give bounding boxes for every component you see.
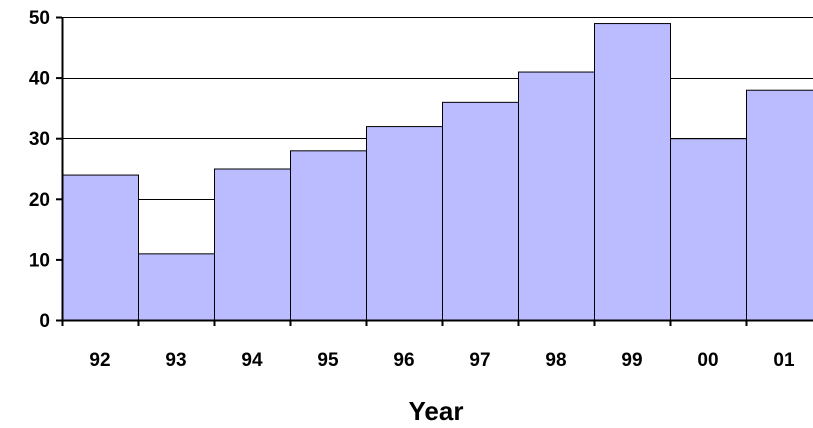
bar-01 xyxy=(746,89,813,321)
bar-92 xyxy=(62,174,139,321)
y-tick-label-40: 40 xyxy=(29,69,50,90)
x-tick-label-99: 99 xyxy=(621,350,642,371)
x-axis-title: Year xyxy=(409,396,464,426)
bar-95 xyxy=(290,150,367,321)
axes xyxy=(56,17,813,326)
x-tick-label-01: 01 xyxy=(773,350,795,371)
x-tick-label-96: 96 xyxy=(393,350,414,371)
bar-94 xyxy=(214,168,291,321)
bar-99 xyxy=(594,23,671,322)
x-tick-label-93: 93 xyxy=(165,350,186,371)
y-tick-label-10: 10 xyxy=(29,250,50,271)
y-tick-label-50: 50 xyxy=(29,8,50,29)
y-axis-ticks: 0 10 20 30 40 50 xyxy=(29,8,62,332)
y-tick-label-0: 0 xyxy=(39,311,50,332)
x-tick-label-92: 92 xyxy=(89,350,110,371)
x-tick-label-98: 98 xyxy=(545,350,566,371)
bar-97 xyxy=(442,101,519,321)
bar-00 xyxy=(670,138,747,321)
bar-98 xyxy=(518,71,595,322)
bar-96 xyxy=(366,126,443,321)
y-tick-label-30: 30 xyxy=(29,129,50,150)
bars xyxy=(62,23,813,322)
y-tick-label-20: 20 xyxy=(29,190,50,211)
x-tick-label-97: 97 xyxy=(469,350,490,371)
x-tick-label-00: 00 xyxy=(697,350,718,371)
x-tick-label-95: 95 xyxy=(317,350,339,371)
x-axis-ticks: 92 93 94 95 96 97 98 99 00 01 xyxy=(61,320,795,371)
bar-93 xyxy=(138,253,215,321)
x-tick-label-94: 94 xyxy=(241,350,263,371)
